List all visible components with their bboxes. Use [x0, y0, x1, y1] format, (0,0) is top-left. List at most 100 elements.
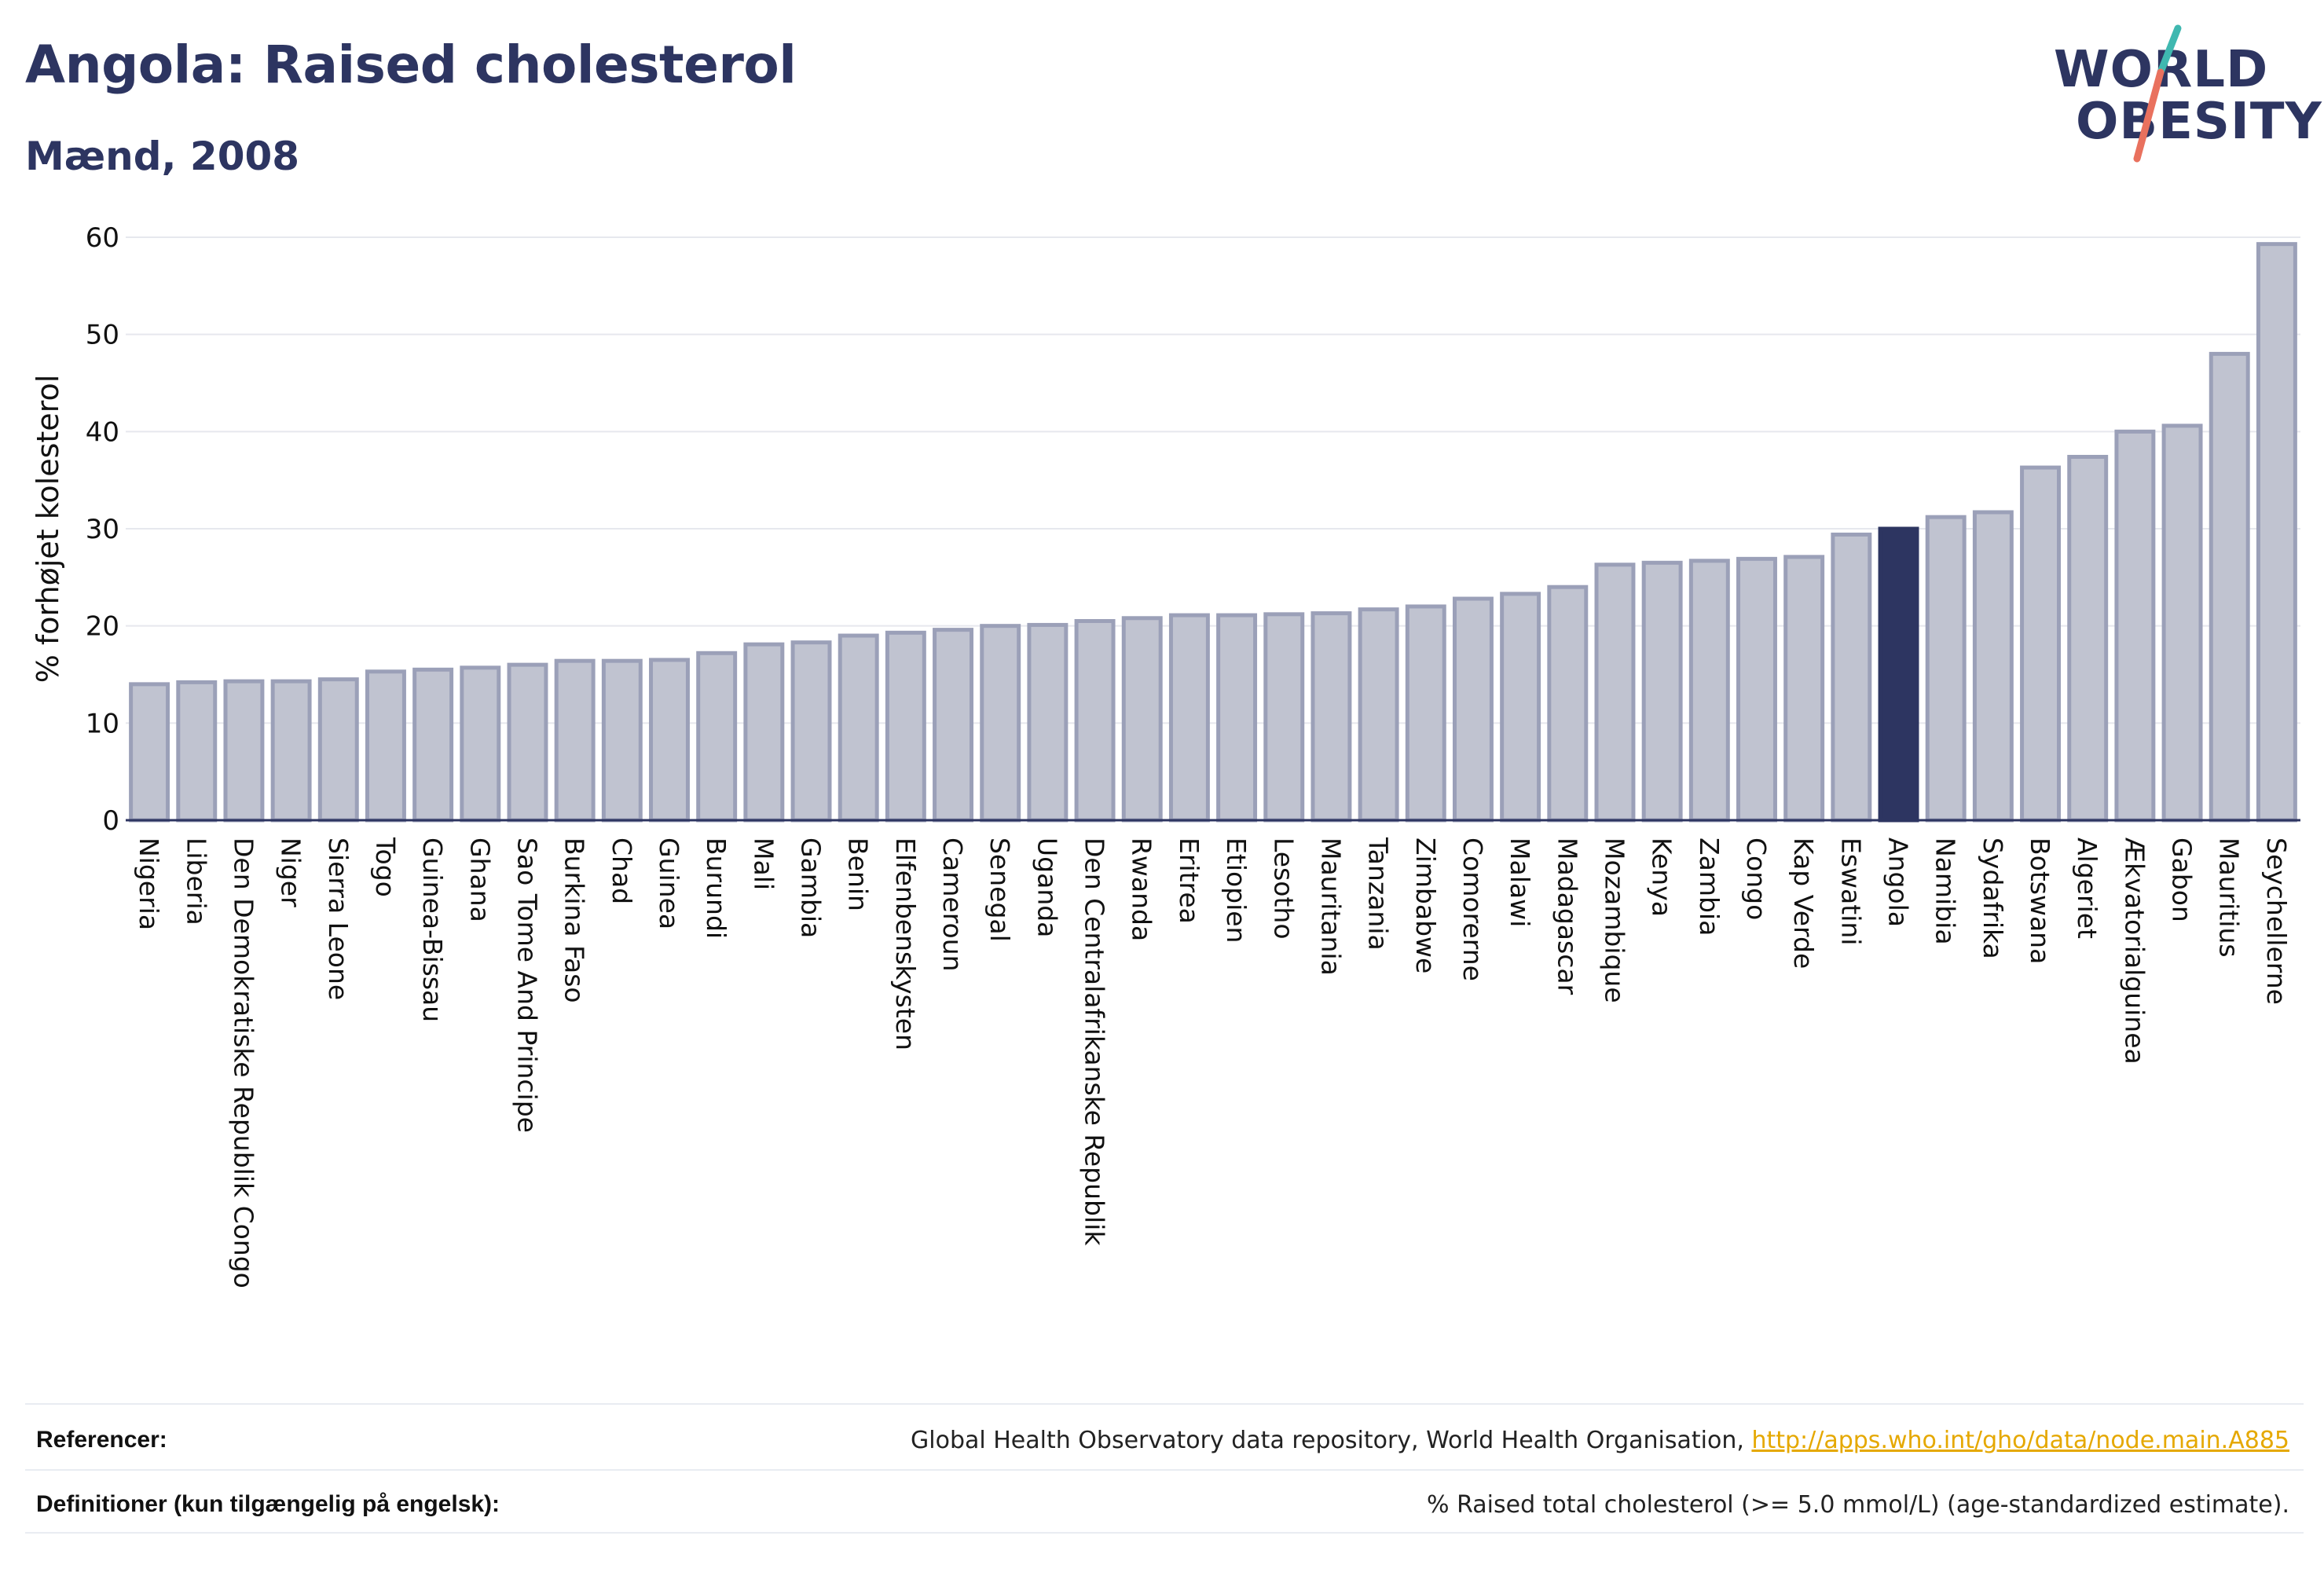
bar-tanzania[interactable] — [1358, 607, 1399, 823]
x-tick-label: Botswana — [2025, 837, 2055, 964]
bar-madagascar[interactable] — [1547, 585, 1589, 823]
y-tick-label: 30 — [86, 514, 119, 545]
x-tick-label: Mauritania — [1315, 837, 1346, 976]
bar-niger[interactable] — [270, 679, 312, 823]
bar-guinea-bissau[interactable] — [412, 667, 454, 823]
bar-angola[interactable] — [1878, 526, 1919, 823]
chart-subtitle: Mænd, 2008 — [25, 134, 300, 179]
footer-divider-top — [25, 1403, 2304, 1405]
references-link[interactable]: http://apps.who.int/gho/data/node.main.A… — [1751, 1427, 2289, 1454]
x-tick-label: Ækvatorialguinea — [2119, 837, 2150, 1065]
x-tick-label: Malawi — [1505, 837, 1535, 927]
footer-divider-bottom — [25, 1532, 2304, 1534]
bar-mozambique[interactable] — [1594, 563, 1636, 823]
x-tick-label: Eswatini — [1835, 837, 1866, 945]
bar-chart: 0 10 20 30 40 50 60 Nigeria Liberia Den Demokrat… — [31, 222, 2300, 1288]
world-obesity-logo[interactable]: WORLD OBESITY — [2043, 24, 2322, 165]
references-value: Global Health Observatory data repositor… — [911, 1427, 2289, 1454]
footer-divider-middle — [25, 1469, 2304, 1471]
bar-algeriet[interactable] — [2067, 454, 2109, 823]
logo-slash-icon — [2133, 24, 2182, 163]
bar-namibia[interactable] — [1925, 515, 1967, 823]
bar-ghana[interactable] — [460, 665, 501, 823]
bar-eswatini[interactable] — [1831, 532, 1872, 823]
x-tick-label: Togo — [370, 837, 401, 897]
bar-zambia[interactable] — [1688, 559, 1730, 823]
x-tick-label: Mauritius — [2214, 837, 2245, 958]
x-tick-label: Zambia — [1694, 837, 1725, 936]
bar-eritrea[interactable] — [1168, 613, 1210, 823]
y-axis-ticks: 0 10 20 30 40 50 60 — [86, 222, 119, 837]
bar-den-demokratiske-republik-congo[interactable] — [223, 679, 265, 823]
bar-botswana[interactable] — [2020, 465, 2062, 823]
x-tick-label: Algeriet — [2072, 837, 2102, 939]
bar-mauritania[interactable] — [1310, 611, 1352, 823]
logo-line2: OBESITY — [2076, 93, 2322, 151]
x-tick-label: Gambia — [796, 837, 827, 938]
y-tick-label: 10 — [86, 708, 119, 739]
bar-ækvatorialguinea[interactable] — [2114, 429, 2156, 823]
x-tick-label: Burundi — [701, 837, 731, 939]
x-tick-label: Kenya — [1647, 837, 1677, 917]
y-tick-label: 50 — [86, 320, 119, 351]
bar-guinea[interactable] — [649, 658, 690, 823]
bar-congo[interactable] — [1736, 556, 1777, 823]
definitions-label: Definitioner (kun tilgængelig på engelsk… — [36, 1491, 500, 1517]
x-tick-label: Senegal — [984, 837, 1015, 942]
definitions-value: % Raised total cholesterol (>= 5.0 mmol/… — [1427, 1491, 2289, 1519]
x-tick-label: Madagascar — [1552, 837, 1582, 995]
x-tick-label: Etiopien — [1221, 837, 1252, 943]
bar-sierra-leone[interactable] — [317, 677, 359, 823]
bar-liberia[interactable] — [176, 680, 218, 823]
bar-chad[interactable] — [601, 658, 643, 823]
bar-comorerne[interactable] — [1452, 596, 1494, 823]
x-tick-label: Niger — [276, 837, 306, 907]
bar-togo[interactable] — [365, 669, 406, 823]
bar-gabon[interactable] — [2161, 423, 2203, 823]
bar-sydafrika[interactable] — [1972, 510, 2014, 823]
x-tick-label: Nigeria — [134, 837, 164, 930]
bar-rwanda[interactable] — [1121, 616, 1163, 823]
bar-seychellerne[interactable] — [2256, 242, 2297, 823]
bar-burundi[interactable] — [696, 651, 738, 823]
y-tick-label: 0 — [102, 805, 119, 837]
x-tick-label: Mozambique — [1599, 837, 1629, 1003]
bar-zimbabwe[interactable] — [1405, 604, 1446, 823]
x-tick-label: Liberia — [181, 837, 211, 925]
x-tick-label: Tanzania — [1363, 837, 1394, 951]
references-label: Referencer: — [36, 1427, 167, 1453]
bar-nigeria[interactable] — [129, 682, 170, 823]
bar-uganda[interactable] — [1027, 622, 1069, 823]
bar-lesotho[interactable] — [1263, 612, 1305, 823]
x-tick-label: Guinea-Bissau — [417, 837, 448, 1022]
x-tick-label: Zimbabwe — [1410, 837, 1441, 973]
bar-malawi[interactable] — [1500, 592, 1541, 823]
x-tick-label: Sydafrika — [1978, 837, 2008, 959]
bar-kap-verde[interactable] — [1783, 555, 1825, 823]
bar-gambia[interactable] — [790, 640, 832, 823]
x-tick-label: Burkina Faso — [559, 837, 590, 1003]
bar-mauritius[interactable] — [2209, 351, 2250, 823]
y-tick-label: 60 — [86, 222, 119, 254]
bar-benin[interactable] — [838, 633, 879, 823]
x-tick-label: Namibia — [1930, 837, 1961, 945]
bar-etiopien[interactable] — [1216, 613, 1258, 823]
x-tick-label: Guinea — [654, 837, 684, 929]
bar-burkina-faso[interactable] — [554, 658, 596, 823]
x-tick-label: Den Centralafrikanske Republik — [1080, 837, 1110, 1246]
chart-title: Angola: Raised cholesterol — [25, 35, 797, 95]
y-axis-label: % forhøjet kolesterol — [31, 375, 65, 684]
x-tick-label: Chad — [607, 837, 637, 904]
bar-kenya[interactable] — [1641, 560, 1683, 823]
x-tick-label: Ghana — [464, 837, 495, 922]
x-tick-label: Congo — [1741, 837, 1772, 920]
bar-cameroun[interactable] — [933, 628, 974, 823]
bar-senegal[interactable] — [980, 624, 1021, 823]
bar-den-centralafrikanske-republik[interactable] — [1074, 618, 1116, 823]
y-tick-label: 40 — [86, 416, 119, 448]
bar-mali[interactable] — [743, 642, 785, 823]
x-tick-label: Cameroun — [937, 837, 968, 972]
bar-elfenbenskysten[interactable] — [885, 630, 926, 823]
bar-sao-tome-and-principe[interactable] — [507, 662, 548, 823]
x-tick-label: Comorerne — [1457, 837, 1488, 981]
